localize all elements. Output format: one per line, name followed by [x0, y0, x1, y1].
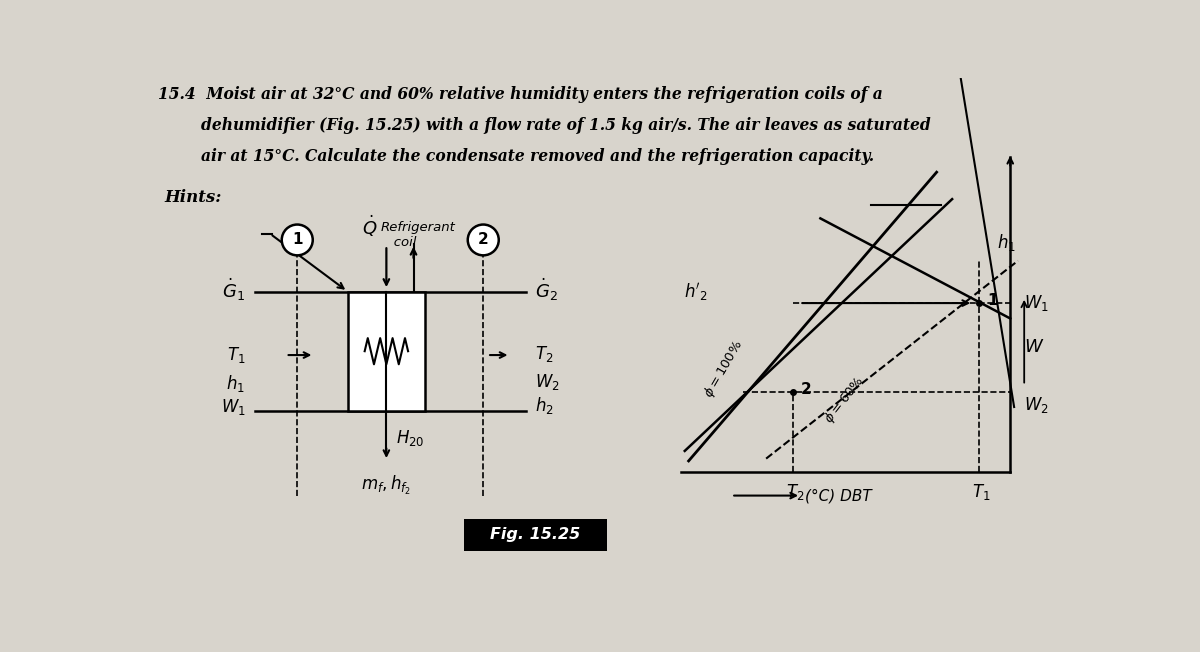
Text: $h'_2$: $h'_2$	[684, 280, 708, 303]
Text: Hints:: Hints:	[164, 189, 221, 206]
Text: (°C) DBT: (°C) DBT	[805, 488, 871, 503]
Text: $T_1$: $T_1$	[972, 482, 990, 502]
Text: 1: 1	[986, 293, 997, 308]
Text: $\mathit{T}_2$: $\mathit{T}_2$	[786, 482, 804, 502]
Text: $T_2$: $T_2$	[535, 344, 553, 364]
Text: $h_2$: $h_2$	[535, 394, 554, 415]
Text: Refrigerant: Refrigerant	[380, 221, 456, 234]
Text: $W_2$: $W_2$	[535, 372, 560, 392]
Text: Fig. 15.25: Fig. 15.25	[491, 527, 581, 542]
Text: $m_f, h_{f_2}$: $m_f, h_{f_2}$	[361, 474, 412, 497]
Text: 2: 2	[802, 382, 811, 397]
Circle shape	[468, 224, 499, 256]
Text: $\phi = 60\%$: $\phi = 60\%$	[821, 372, 868, 426]
Text: $h_1$: $h_1$	[227, 374, 245, 394]
Text: 2: 2	[478, 233, 488, 248]
Text: air at 15°C. Calculate the condensate removed and the refrigeration capacity.: air at 15°C. Calculate the condensate re…	[157, 147, 874, 164]
Text: $T_1$: $T_1$	[227, 345, 245, 365]
Text: coil: coil	[380, 236, 416, 249]
Text: $W_1$: $W_1$	[1024, 293, 1049, 313]
Text: $h_1$: $h_1$	[997, 232, 1016, 253]
Text: 1: 1	[292, 233, 302, 248]
Text: $\dot{G}_2$: $\dot{G}_2$	[535, 277, 558, 303]
Text: $W_2$: $W_2$	[1024, 396, 1049, 415]
Bar	[464, 519, 607, 551]
Text: $W_1$: $W_1$	[221, 397, 245, 417]
Circle shape	[282, 224, 313, 256]
Text: 15.4  Moist air at 32°C and 60% relative humidity enters the refrigeration coils: 15.4 Moist air at 32°C and 60% relative …	[157, 86, 882, 103]
Text: dehumidifier (Fig. 15.25) with a flow rate of 1.5 kg air/s. The air leaves as sa: dehumidifier (Fig. 15.25) with a flow ra…	[157, 117, 930, 134]
Bar	[348, 291, 425, 411]
Text: $\phi = 100\%$: $\phi = 100\%$	[701, 336, 748, 400]
Text: W: W	[1024, 338, 1042, 357]
Text: $\dot{Q}$: $\dot{Q}$	[361, 214, 377, 239]
Text: $H_{20}$: $H_{20}$	[396, 428, 424, 448]
Text: $\dot{G}_1$: $\dot{G}_1$	[222, 277, 245, 303]
